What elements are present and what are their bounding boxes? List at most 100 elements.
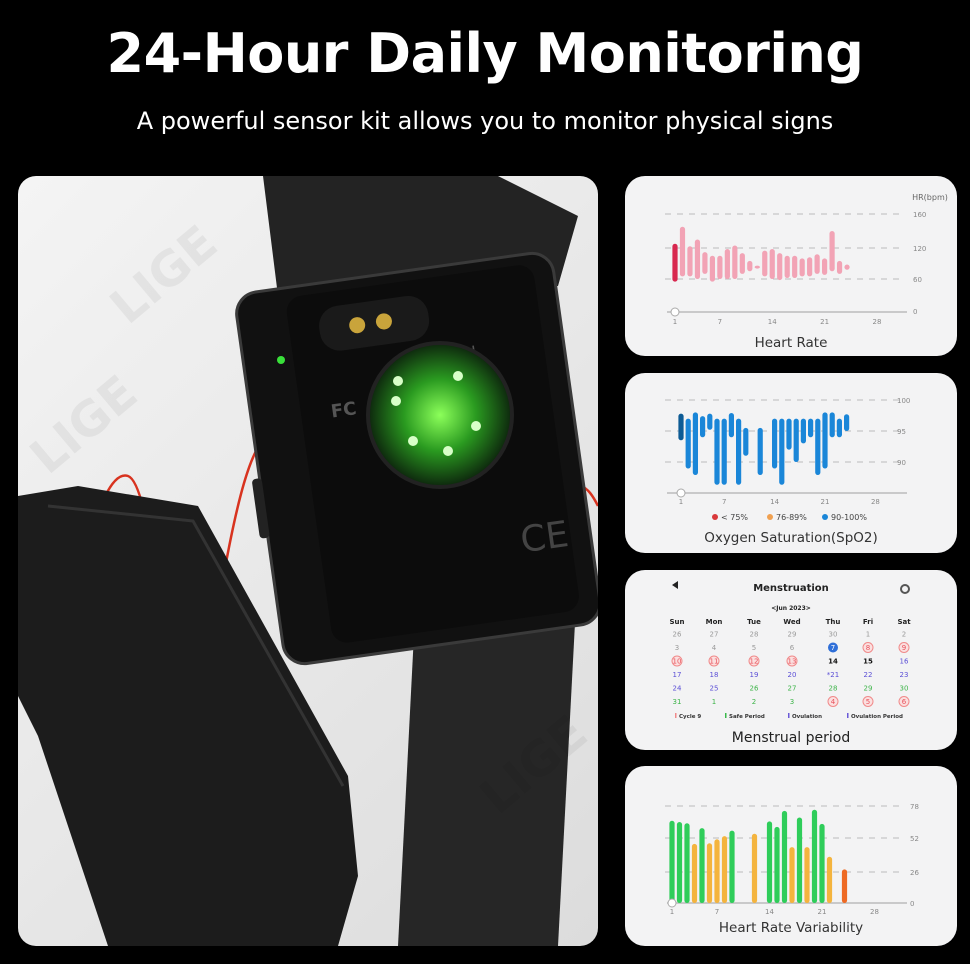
- chart-bar: [679, 226, 686, 277]
- calendar-day[interactable]: 30: [900, 685, 909, 693]
- back-arrow-icon[interactable]: [672, 581, 678, 589]
- chart-bar: [724, 249, 730, 279]
- period-marker: [862, 696, 874, 707]
- calendar-day[interactable]: 5: [866, 698, 870, 706]
- calendar-day[interactable]: 25: [710, 685, 719, 693]
- calendar-day[interactable]: 13: [788, 658, 797, 666]
- hrv-card[interactable]: 0 26 52 78 1 7 14 21 28 Heart Rate Variability: [625, 766, 957, 946]
- svg-text:LIGE: LIGE: [20, 365, 148, 485]
- calendar-day[interactable]: 6: [902, 698, 907, 706]
- y-tick-label: 100: [897, 397, 910, 405]
- chart-bar: [792, 255, 798, 278]
- calendar-day[interactable]: 14: [828, 658, 838, 666]
- page-title: 24-Hour Daily Monitoring: [106, 22, 864, 85]
- card-caption: Menstrual period: [732, 730, 851, 746]
- marking-fc: FC: [330, 398, 358, 422]
- chart-bar: [811, 809, 818, 903]
- calendar-day[interactable]: 27: [788, 685, 797, 693]
- chart-bar: [709, 255, 715, 282]
- chart-bar: [844, 414, 850, 431]
- month-selector[interactable]: <Jun 2023>: [771, 605, 811, 612]
- calendar-day[interactable]: 9: [902, 644, 906, 652]
- chart-bar: [762, 250, 768, 277]
- chart-bar: [799, 258, 805, 277]
- calendar-day[interactable]: 22: [864, 671, 873, 679]
- calendar-day[interactable]: 7: [831, 644, 835, 652]
- calendar-day[interactable]: 10: [673, 658, 682, 666]
- chart-bar: [700, 416, 706, 438]
- calendar-day[interactable]: 29: [788, 631, 797, 639]
- y-tick-label: 52: [910, 835, 919, 843]
- period-marker: [708, 655, 720, 667]
- calendar-day[interactable]: 26: [673, 631, 682, 639]
- chart-bar: [692, 412, 698, 475]
- legend-label: Ovulation Period: [851, 714, 903, 720]
- calendar-day[interactable]: 4: [712, 644, 717, 652]
- menstrual-card[interactable]: Menstruation <Jun 2023> Sun Mon Tue Wed Thu Fri…: [625, 570, 957, 750]
- calendar-title: Menstruation: [753, 583, 829, 594]
- chart-bar: [826, 856, 833, 903]
- weekday-header: Sat: [897, 618, 911, 626]
- calendar-day[interactable]: 19: [750, 671, 759, 679]
- chart-title: Heart Rate: [755, 335, 828, 351]
- calendar-day[interactable]: 23: [900, 671, 909, 679]
- chart-bar: [694, 239, 701, 279]
- calendar-day[interactable]: 28: [829, 685, 838, 693]
- y-tick-label: 78: [910, 803, 919, 811]
- chart-bar: [757, 427, 763, 475]
- chart-bar: [706, 843, 713, 903]
- y-tick-label: 95: [897, 428, 906, 436]
- calendar-day[interactable]: 11: [710, 658, 719, 666]
- chart-bar: [781, 810, 788, 903]
- calendar-day[interactable]: 15: [863, 658, 873, 666]
- chart-title: Heart Rate Variability: [719, 920, 863, 936]
- calendar-day[interactable]: 2: [752, 698, 756, 706]
- x-tick-label: 7: [722, 498, 726, 506]
- chart-bar: [669, 820, 675, 903]
- calendar-day[interactable]: 29: [864, 685, 873, 693]
- chart-bar: [743, 427, 749, 456]
- calendar-day[interactable]: 4: [831, 698, 836, 706]
- calendar-day[interactable]: 27: [710, 631, 719, 639]
- watch-band-right: [398, 556, 578, 946]
- calendar-day[interactable]: 5: [752, 644, 756, 652]
- weekday-header: Mon: [706, 618, 723, 626]
- calendar-day[interactable]: 2: [902, 631, 906, 639]
- calendar-day[interactable]: 30: [829, 631, 838, 639]
- calendar-day[interactable]: 31: [673, 698, 682, 706]
- slider-handle[interactable]: [676, 488, 686, 498]
- calendar-day[interactable]: 20: [788, 671, 797, 679]
- optical-sensor: [366, 341, 514, 489]
- calendar-day[interactable]: *21: [827, 671, 839, 679]
- heart-rate-card[interactable]: 0 60 120 160 1 7 14 21 28 HR(bpm) Heart Rate: [625, 176, 957, 356]
- calendar-day[interactable]: 1: [712, 698, 716, 706]
- slider-handle[interactable]: [667, 898, 677, 908]
- calendar-day[interactable]: 16: [900, 658, 909, 666]
- settings-icon[interactable]: [900, 584, 910, 594]
- status-led: [277, 356, 285, 364]
- legend-dot: [767, 514, 773, 520]
- chart-bar: [822, 258, 828, 275]
- x-tick-label: 7: [715, 908, 719, 916]
- chart-bar: [836, 260, 843, 274]
- calendar-day[interactable]: 26: [750, 685, 759, 693]
- chart-title: Oxygen Saturation(SpO2): [704, 530, 878, 546]
- chart-bar: [714, 418, 720, 485]
- calendar-day[interactable]: 1: [866, 631, 870, 639]
- calendar-day[interactable]: 12: [750, 658, 759, 666]
- calendar-day[interactable]: 3: [675, 644, 679, 652]
- slider-handle[interactable]: [670, 307, 680, 317]
- chart-bar: [687, 246, 693, 277]
- chart-bar: [779, 418, 785, 485]
- calendar-day[interactable]: 28: [750, 631, 759, 639]
- spo2-card[interactable]: 90 95 100 1 7 14 21 28 < 75% 76-89% 90-100% Oxygen …: [625, 373, 957, 553]
- chart-bar: [793, 418, 799, 462]
- calendar-day[interactable]: 24: [673, 685, 682, 693]
- calendar-day[interactable]: 17: [673, 671, 682, 679]
- y-axis-label: HR(bpm): [912, 193, 948, 202]
- calendar-day[interactable]: 18: [710, 671, 719, 679]
- calendar-day[interactable]: 3: [790, 698, 794, 706]
- calendar-day[interactable]: 8: [866, 644, 870, 652]
- y-tick-label: 0: [913, 308, 917, 316]
- calendar-day[interactable]: 6: [790, 644, 795, 652]
